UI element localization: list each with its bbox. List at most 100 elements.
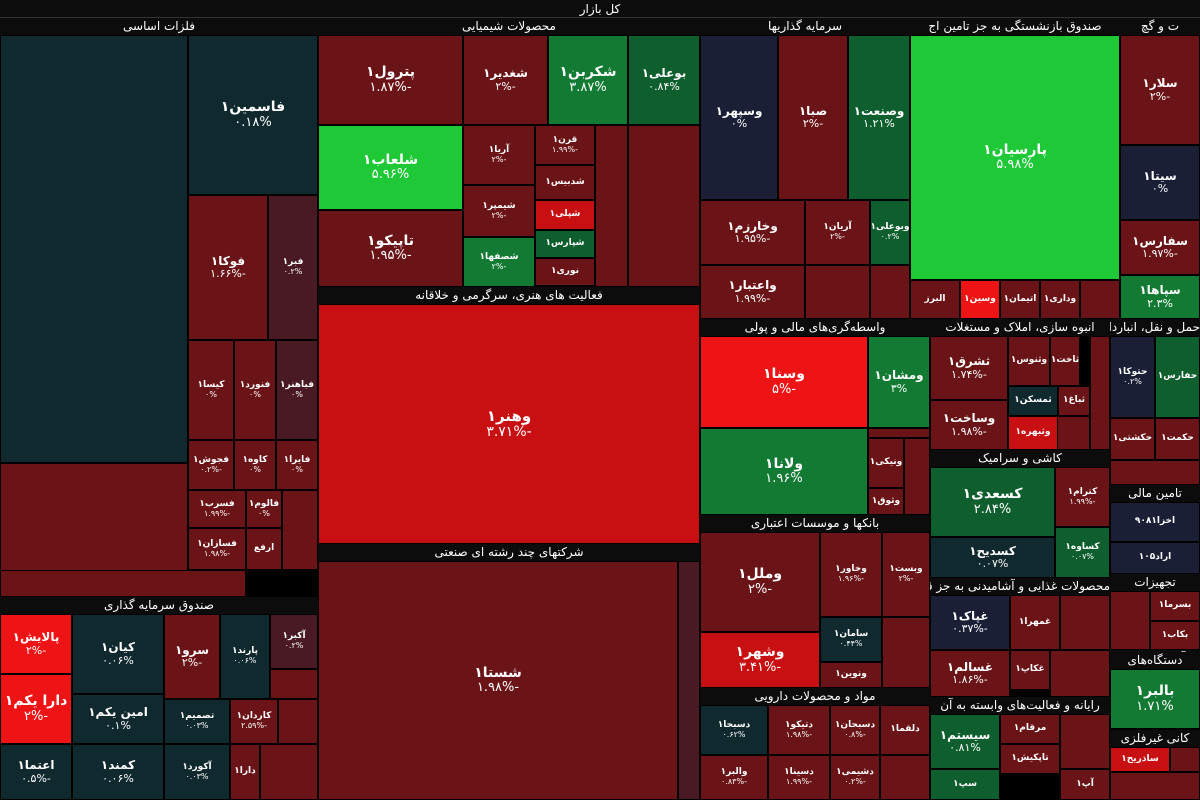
stock-tile[interactable]: فبر۱ ۰.۲% [268,195,318,340]
stock-tile[interactable]: ونیکی۱ [868,438,904,488]
stock-tile[interactable]: فوکا۱ -۱.۶۶% [188,195,268,340]
stock-tile[interactable]: ولانا۱ ۱.۹۶% [700,428,868,515]
stock-tile[interactable]: وسنا۱ -۵% [700,336,868,428]
stock-tile[interactable]: ونوین۱ [820,662,882,688]
stock-tile[interactable]: آکبر۱ ۰.۲% [270,614,318,669]
stock-tile[interactable]: بسرما۱ [1150,591,1200,621]
stock-tile[interactable]: حکشتی۱ [1110,418,1155,460]
stock-tile[interactable]: کاوه۱ ۰% [234,440,276,490]
stock-tile[interactable]: فسازان۱ -۱.۹۸% [188,528,246,570]
stock-tile[interactable]: غسالم۱ -۱.۸۶% [930,650,1010,697]
stock-tile[interactable]: کمند۱ ۰.۰۶% [72,744,164,800]
stock-tile[interactable]: وبست۱ -۲% [882,532,930,617]
stock-tile[interactable]: کیان۱ ۰.۰۶% [72,614,164,694]
stock-tile[interactable]: وملل۱ -۲% [700,532,820,632]
stock-tile[interactable]: قرن۱ -۱.۹۹% [535,125,595,165]
stock-tile[interactable]: شپلی۱ [535,200,595,230]
stock-tile[interactable]: فالوم۱ ۰% [246,490,282,528]
stock-tile[interactable]: وشهر۱ -۳.۴۱% [700,632,820,688]
stock-tile[interactable]: بکاب۱ [1150,621,1200,650]
stock-tile[interactable]: اراد۱۰۵ [1110,542,1200,574]
stock-tile[interactable]: وهنر۱ -۳.۷۱% [318,304,700,544]
stock-tile[interactable]: سیستم۱ ۰.۸۱% [930,714,1000,769]
stock-tile[interactable]: ثباغ۱ [1058,386,1090,416]
stock-tile[interactable]: آریا۱ -۲% [463,125,535,185]
stock-tile[interactable]: شپارس۱ [535,230,595,258]
stock-tile[interactable]: پارسیان۱ ۵.۹۸% [910,35,1120,280]
stock-tile[interactable]: سامان۱ ۰.۴۴% [820,617,882,662]
stock-tile[interactable]: شصفها۱ -۲% [463,237,535,287]
stock-tile[interactable]: پارند۱ ۰.۰۶% [220,614,270,699]
stock-tile[interactable]: واعتبار۱ -۱.۹۹% [700,265,805,319]
stock-tile[interactable]: غپاک۱ -۰.۳۷% [930,595,1010,650]
stock-tile[interactable]: ساذریح۱ [1110,747,1170,772]
stock-tile[interactable]: اخزا۹۰۸۱ [1110,502,1200,542]
stock-tile[interactable]: اتیمان۱ [1000,280,1040,319]
stock-tile[interactable]: دارا یکم۱ -۲% [0,674,72,744]
stock-tile[interactable]: والبر۱ -۰.۸۳% [700,755,768,800]
stock-tile[interactable]: ثشرق۱ -۱.۷۴% [930,336,1008,400]
stock-tile[interactable]: وخاور۱ -۱.۹۶% [820,532,882,617]
stock-tile[interactable]: وصنعت۱ ۱.۲۱% [848,35,910,200]
stock-tile[interactable]: ومشان۱ ۳% [868,336,930,428]
stock-tile[interactable]: غمهرا۱ [1010,595,1060,650]
stock-tile[interactable]: ارفع [246,528,282,570]
stock-tile[interactable]: کاردان۱ -۲.۵۹% [230,699,278,744]
stock-tile[interactable]: کسدیح۱ ۰.۰۷% [930,537,1055,578]
stock-tile[interactable]: ثاخت۱ [1050,336,1080,386]
stock-tile[interactable]: کساوه۱ ۰.۰۷% [1055,527,1110,578]
stock-tile[interactable]: بوعلی۱ ۰.۸۴% [628,35,700,125]
stock-tile[interactable]: کترام۱ -۱.۹۹% [1055,467,1110,527]
stock-tile[interactable]: وبوعلی۱ ۰.۲% [870,200,910,265]
stock-tile[interactable]: کیسا۱ ۰% [188,340,234,440]
stock-tile[interactable]: فنورد۱ ۰% [234,340,276,440]
stock-tile[interactable]: پالایش۱ -۲% [0,614,72,674]
stock-tile[interactable]: دشیمی۱ -۰.۲% [830,755,880,800]
stock-tile[interactable]: شکربن۱ ۳.۸۷% [548,35,628,125]
stock-tile[interactable]: امین یکم۱ ۰.۱% [72,694,164,744]
stock-tile[interactable]: شستا۱ -۱.۹۸% [318,561,678,800]
stock-tile[interactable]: صبا۱ -۲% [778,35,848,200]
stock-tile[interactable]: آکورد۱ ۰.۰۳% [164,744,230,800]
stock-tile[interactable]: وسپهر۱ ۰% [700,35,778,200]
stock-tile[interactable]: وثوق۱ [868,488,904,515]
stock-tile[interactable]: تاپیکو۱ -۱.۹۵% [318,210,463,287]
stock-tile[interactable]: تاپکیش۱ [1000,744,1060,774]
stock-tile[interactable]: مرقام۱ [1000,714,1060,744]
stock-tile[interactable]: وسین۱ [960,280,1000,319]
stock-tile[interactable]: دارا۱ [230,744,260,800]
stock-tile[interactable]: سپ۱ [930,769,1000,800]
stock-tile[interactable]: دسبحا۱ ۰.۶۲% [700,705,768,755]
stock-tile[interactable]: شغدیر۱ -۲% [463,35,548,125]
stock-tile[interactable]: حفارس۱ [1155,336,1200,418]
stock-tile[interactable]: سیتا۱ ۰% [1120,145,1200,220]
stock-tile[interactable]: فسرب۱ -۱.۹۹% [188,490,246,528]
stock-tile[interactable]: پترول۱ -۱.۸۷% [318,35,463,125]
stock-tile[interactable]: دتیکو۱ -۱.۹۸% [768,705,830,755]
stock-tile[interactable]: آپ۱ [1060,769,1110,800]
stock-tile[interactable]: البرز [910,280,960,319]
stock-tile[interactable]: سلار۱ -۲% [1120,35,1200,145]
stock-tile[interactable]: وثبهره۱ [1008,416,1058,450]
stock-tile[interactable]: دلقما۱ [880,705,930,755]
stock-tile[interactable]: شلعاب۱ ۵.۹۶% [318,125,463,210]
stock-tile[interactable]: وخارزم۱ -۱.۹۵% [700,200,805,265]
stock-tile[interactable]: سپاها۱ ۲.۳% [1120,275,1200,319]
stock-tile[interactable]: فاسمین۱ ۰.۱۸% [188,35,318,195]
stock-tile[interactable]: وداری۱ [1040,280,1080,319]
stock-tile[interactable]: سفارس۱ -۱.۹۷% [1120,220,1200,275]
stock-tile[interactable]: نوری۱ [535,258,595,286]
stock-tile[interactable]: کسعدی۱ ۲.۸۴% [930,467,1055,537]
stock-tile[interactable]: اعتما۱ -۰.۵% [0,744,72,800]
stock-tile[interactable]: حتوکا۱ ۰.۲% [1110,336,1155,418]
stock-tile[interactable]: دسینا۱ -۱.۹۹% [768,755,830,800]
stock-tile[interactable]: وثنوس۱ [1008,336,1050,386]
stock-tile[interactable]: سرو۱ -۲% [164,614,220,699]
stock-tile[interactable]: بالبر۱ ۱.۷۱% [1110,669,1200,729]
stock-tile[interactable]: وساخت۱ -۱.۹۸% [930,400,1008,450]
stock-tile[interactable]: ثمسکن۱ [1008,386,1058,416]
stock-tile[interactable]: حکمت۱ [1155,418,1200,460]
stock-tile[interactable]: دسبحان۱ -۰.۸% [830,705,880,755]
stock-tile[interactable]: شیمپر۱ -۲% [463,185,535,237]
stock-tile[interactable]: تصمیم۱ ۰.۰۳% [164,699,230,744]
